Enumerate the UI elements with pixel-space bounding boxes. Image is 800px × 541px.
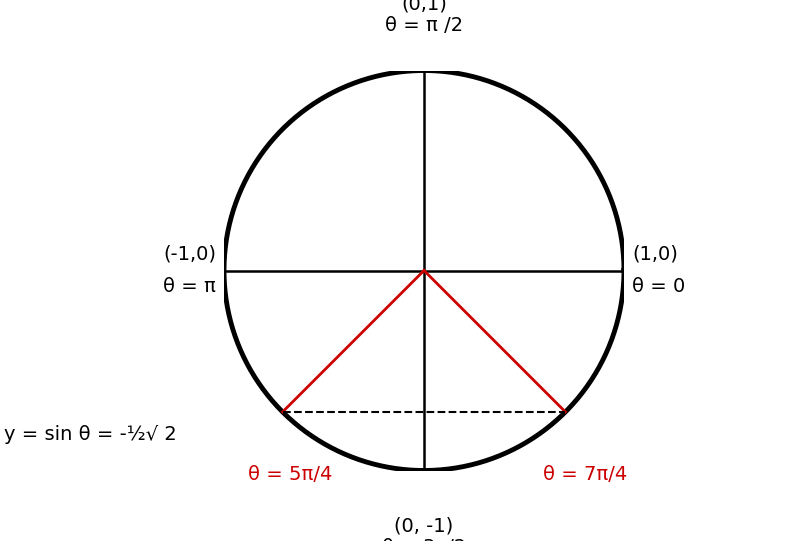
Text: θ = 0: θ = 0 bbox=[632, 277, 686, 296]
Text: (-1,0): (-1,0) bbox=[163, 245, 216, 264]
Text: θ = π: θ = π bbox=[163, 277, 216, 296]
Text: (1,0): (1,0) bbox=[632, 245, 678, 264]
Text: (0, -1): (0, -1) bbox=[394, 517, 454, 536]
Text: y = sin θ = -½√ 2: y = sin θ = -½√ 2 bbox=[4, 425, 177, 445]
Text: θ = 3π/2: θ = 3π/2 bbox=[382, 538, 466, 541]
Text: θ = 7π/4: θ = 7π/4 bbox=[543, 465, 627, 484]
Text: θ = π /2: θ = π /2 bbox=[385, 16, 463, 35]
Text: (0,1): (0,1) bbox=[401, 0, 447, 14]
Text: θ = 5π/4: θ = 5π/4 bbox=[248, 465, 333, 484]
